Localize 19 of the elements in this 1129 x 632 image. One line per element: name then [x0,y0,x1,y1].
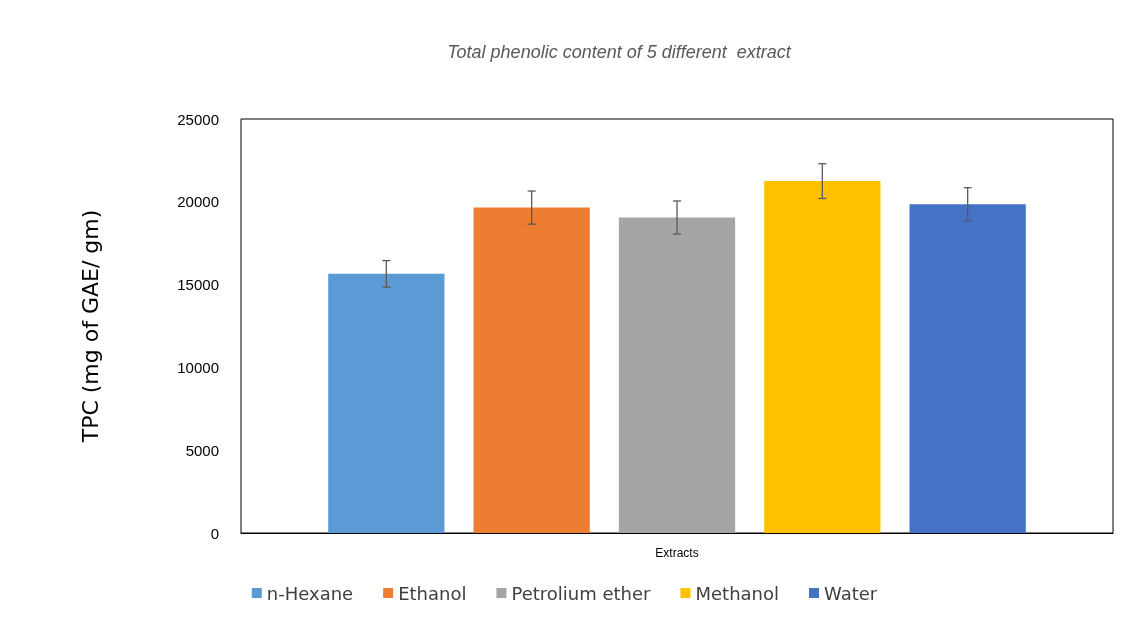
bar [473,207,590,533]
y-tick-label: 5000 [185,441,219,459]
legend-label: Methanol [695,582,780,604]
bar [764,181,881,533]
y-tick-label: 20000 [177,193,219,211]
bar [328,273,445,533]
legend-label: n-Hexane [266,582,354,604]
bar [909,204,1026,533]
bar [618,217,736,533]
y-tick-label: 15000 [177,276,219,294]
x-axis-title: Extracts [655,546,699,560]
y-tick-label: 25000 [177,110,219,128]
y-tick-label: 0 [210,524,219,542]
y-axis-title: TPC (mg of GAE/ gm) [77,209,103,444]
legend-label: Petrolium ether [511,582,652,604]
legend-label: Ethanol [398,582,467,604]
chart-title: Total phenolic content of 5 different extract [447,42,792,62]
y-tick-label: 10000 [177,358,219,376]
legend-label: Water [824,582,878,604]
